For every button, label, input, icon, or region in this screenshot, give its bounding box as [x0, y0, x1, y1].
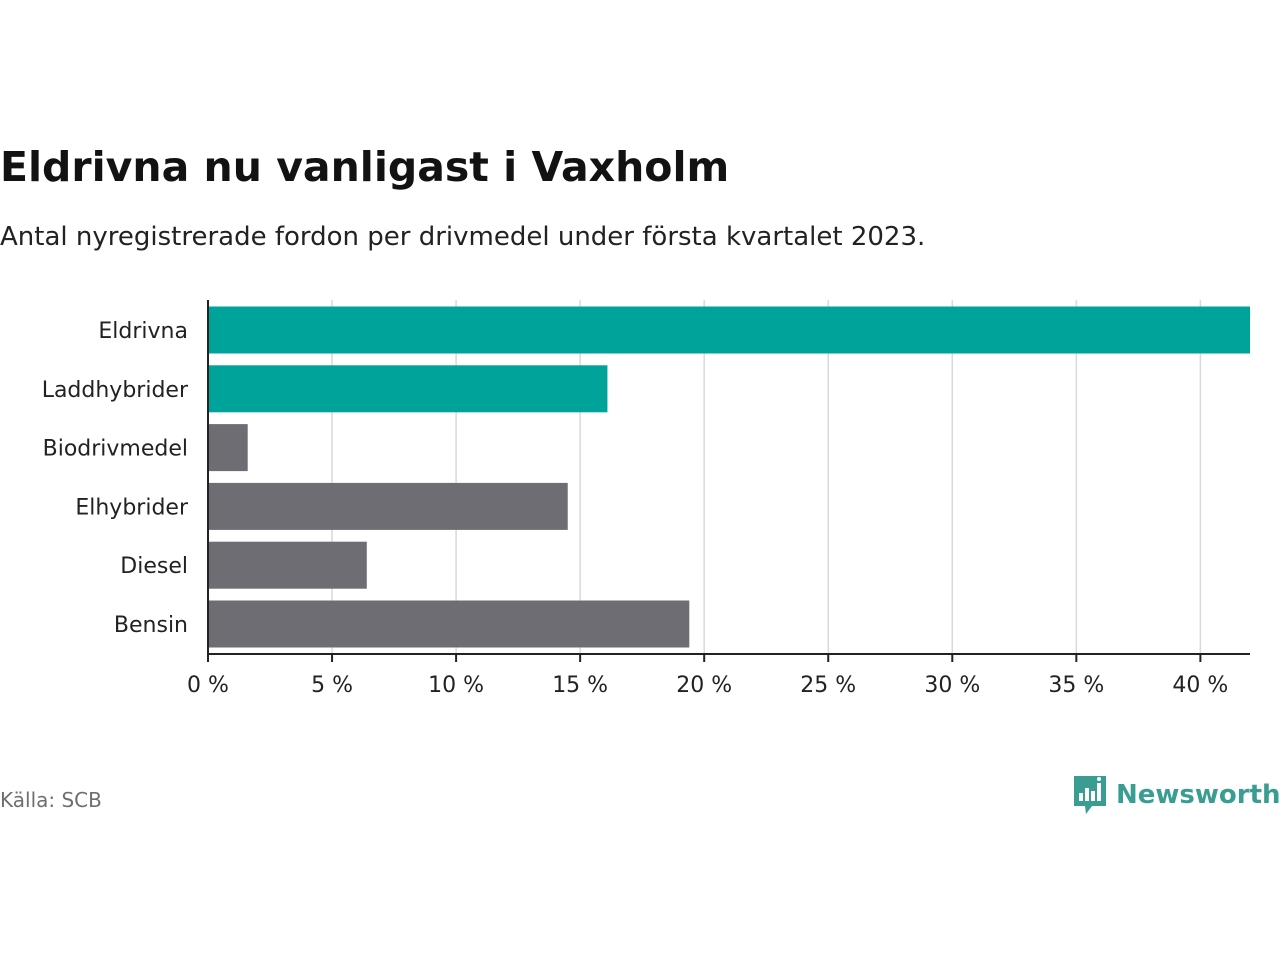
category-label: Laddhybrider: [42, 378, 189, 403]
category-labels: Eldrivna Laddhybrider Biodrivmedel Elhybrid…: [42, 319, 189, 638]
source-note: Källa: SCB: [0, 788, 102, 812]
x-tick-label: 0 %: [187, 673, 229, 698]
bar-elhybrider: [208, 482, 568, 530]
bar-laddhybrider: [208, 365, 608, 413]
brand: Newsworthy: [1072, 774, 1280, 816]
grid-lines: [331, 300, 1202, 654]
x-tick-label: 35 %: [1048, 673, 1104, 698]
x-tick-label: 20 %: [676, 673, 732, 698]
category-label: Elhybrider: [75, 495, 189, 520]
brand-name: Newsworthy: [1116, 780, 1280, 810]
x-axis: 0 % 5 % 10 % 15 % 20 % 25 % 30 % 35 % 40 %: [187, 300, 1250, 698]
bar-biodrivmedel: [208, 424, 248, 472]
x-tick-label: 10 %: [428, 673, 484, 698]
bar-eldrivna: [208, 306, 1250, 354]
category-label: Biodrivmedel: [43, 437, 188, 462]
x-tick-label: 30 %: [924, 673, 980, 698]
category-label: Bensin: [114, 613, 188, 638]
x-tick-label: 5 %: [311, 673, 353, 698]
chart-subtitle: Antal nyregistrerade fordon per drivmede…: [0, 222, 926, 252]
newsworthy-logo-icon: [1074, 776, 1106, 814]
x-tick-label: 15 %: [552, 673, 608, 698]
bar-diesel: [208, 541, 367, 589]
bar-bensin: [208, 600, 690, 648]
category-label: Diesel: [120, 554, 188, 579]
x-tick-label: 40 %: [1172, 673, 1228, 698]
bars: [208, 306, 1250, 648]
category-label: Eldrivna: [98, 319, 188, 344]
chart-title: Eldrivna nu vanligast i Vaxholm: [0, 143, 730, 191]
x-tick-label: 25 %: [800, 673, 856, 698]
